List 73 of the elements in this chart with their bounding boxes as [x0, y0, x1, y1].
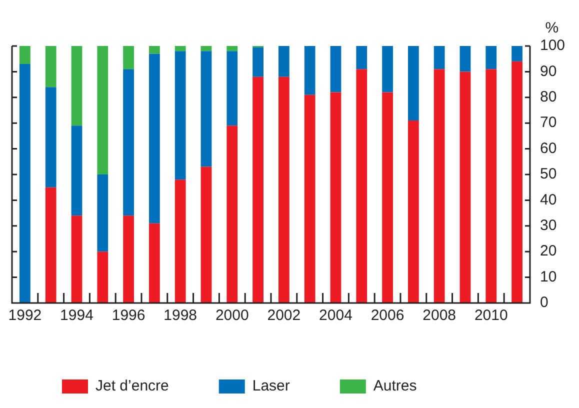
bar — [486, 46, 497, 70]
bar — [200, 51, 212, 167]
bar — [382, 92, 393, 303]
bar — [200, 46, 212, 52]
y-tick-label: 60 — [540, 140, 557, 157]
bar — [330, 92, 342, 303]
y-tick-label: 0 — [540, 294, 548, 312]
bar — [174, 51, 186, 180]
y-tick-label: 20 — [540, 242, 557, 260]
bar — [382, 46, 393, 92]
bar — [226, 46, 238, 52]
x-tick-label: 2006 — [370, 307, 404, 324]
bar — [460, 72, 471, 303]
bar — [174, 46, 186, 52]
x-tick-label: 1998 — [164, 307, 198, 324]
bar — [200, 166, 212, 303]
bar — [252, 76, 264, 303]
bar — [304, 46, 316, 95]
bar — [278, 46, 290, 77]
bar — [71, 216, 82, 303]
bar — [278, 76, 290, 303]
bar — [97, 174, 108, 252]
bar — [123, 46, 134, 70]
bar — [512, 61, 522, 303]
bar — [45, 187, 56, 303]
y-axis-title: % — [545, 20, 559, 37]
bar — [460, 46, 471, 72]
bar — [149, 223, 160, 303]
bar — [123, 69, 134, 216]
bar — [20, 64, 30, 303]
y-tick-label: 10 — [540, 268, 557, 286]
bar — [71, 46, 82, 126]
bar — [71, 126, 82, 216]
bar — [512, 46, 522, 62]
x-tick-label: 2010 — [474, 307, 508, 324]
x-tick-label: 2002 — [267, 307, 301, 324]
bar — [149, 54, 160, 224]
bar — [304, 94, 316, 303]
y-tick-label: 40 — [540, 191, 557, 208]
bar — [356, 46, 368, 70]
bar — [20, 46, 30, 64]
x-tick-label: 1996 — [112, 307, 146, 324]
x-tick-label: 2004 — [319, 307, 352, 324]
bar — [330, 46, 342, 92]
bar — [45, 46, 56, 88]
x-tick-label: 2000 — [215, 307, 249, 324]
bar — [252, 47, 264, 77]
bar — [408, 120, 419, 303]
y-tick-label: 80 — [540, 88, 557, 106]
bar — [149, 46, 160, 54]
bar — [97, 252, 108, 303]
legend-label: Jet d’encre — [96, 378, 169, 395]
bar — [226, 51, 238, 126]
y-tick-label: 30 — [540, 217, 557, 234]
legend-label: Autres — [373, 378, 417, 395]
y-tick-label: 90 — [540, 62, 557, 80]
bar — [434, 46, 445, 70]
y-tick-label: 70 — [540, 114, 557, 132]
bar — [174, 180, 186, 303]
bar — [434, 69, 445, 303]
x-tick-label: 2008 — [422, 307, 456, 324]
bar — [356, 69, 368, 303]
bar — [97, 46, 108, 174]
bar — [408, 46, 419, 121]
x-tick-label: 1992 — [8, 307, 42, 324]
bar — [486, 69, 497, 303]
y-tick-label: 50 — [540, 166, 557, 183]
y-tick-label: 100 — [540, 37, 566, 54]
bar — [226, 126, 238, 303]
legend-label: Laser — [252, 378, 290, 395]
bar — [123, 216, 134, 303]
bar — [45, 87, 56, 188]
x-tick-label: 1994 — [60, 307, 94, 324]
